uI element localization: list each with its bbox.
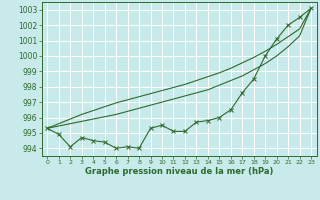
X-axis label: Graphe pression niveau de la mer (hPa): Graphe pression niveau de la mer (hPa) <box>85 167 273 176</box>
